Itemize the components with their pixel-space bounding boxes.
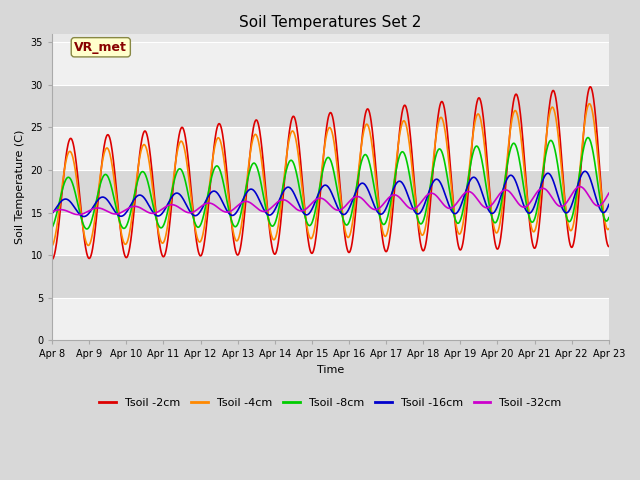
- Tsoil -8cm: [584, 135, 592, 141]
- Bar: [52, 85, 609, 128]
- Tsoil -32cm: [75, 212, 83, 217]
- Tsoil -2cm: [586, 84, 594, 90]
- Tsoil -4cm: [48, 243, 56, 249]
- Tsoil -2cm: [48, 256, 56, 262]
- Tsoil -16cm: [307, 209, 314, 215]
- Tsoil -2cm: [296, 150, 303, 156]
- Tsoil -8cm: [296, 190, 304, 195]
- Tsoil -4cm: [114, 206, 122, 212]
- Line: Tsoil -16cm: Tsoil -16cm: [52, 171, 609, 216]
- Tsoil -8cm: [48, 225, 56, 230]
- Tsoil -16cm: [92, 200, 99, 206]
- Tsoil -2cm: [306, 246, 314, 252]
- Tsoil -8cm: [115, 214, 122, 219]
- Tsoil -2cm: [605, 244, 612, 250]
- Tsoil -4cm: [284, 141, 292, 147]
- Tsoil -8cm: [365, 159, 373, 165]
- Tsoil -16cm: [365, 190, 373, 195]
- Tsoil -2cm: [284, 137, 292, 143]
- Tsoil -8cm: [92, 202, 99, 207]
- Tsoil -4cm: [586, 101, 593, 107]
- Line: Tsoil -2cm: Tsoil -2cm: [52, 87, 609, 259]
- Legend: Tsoil -2cm, Tsoil -4cm, Tsoil -8cm, Tsoil -16cm, Tsoil -32cm: Tsoil -2cm, Tsoil -4cm, Tsoil -8cm, Tsoi…: [95, 393, 566, 412]
- Tsoil -32cm: [296, 208, 304, 214]
- Bar: [52, 255, 609, 298]
- Tsoil -4cm: [92, 214, 99, 219]
- Y-axis label: Soil Temperature (C): Soil Temperature (C): [15, 130, 25, 244]
- Tsoil -32cm: [115, 211, 122, 216]
- Bar: [52, 298, 609, 340]
- Tsoil -32cm: [365, 204, 373, 209]
- Line: Tsoil -8cm: Tsoil -8cm: [52, 138, 609, 229]
- Tsoil -4cm: [365, 125, 372, 131]
- Bar: [52, 128, 609, 170]
- Line: Tsoil -4cm: Tsoil -4cm: [52, 104, 609, 246]
- Tsoil -4cm: [605, 226, 612, 232]
- Tsoil -16cm: [48, 211, 56, 216]
- Bar: [52, 170, 609, 213]
- X-axis label: Time: Time: [317, 365, 344, 375]
- Tsoil -8cm: [605, 215, 612, 220]
- Bar: [52, 42, 609, 85]
- Tsoil -32cm: [285, 199, 292, 205]
- Tsoil -2cm: [92, 227, 99, 232]
- Tsoil -16cm: [285, 184, 292, 190]
- Tsoil -8cm: [307, 223, 314, 228]
- Tsoil -16cm: [115, 212, 122, 218]
- Tsoil -32cm: [307, 202, 314, 208]
- Tsoil -16cm: [605, 202, 612, 207]
- Tsoil -8cm: [83, 226, 91, 232]
- Tsoil -16cm: [80, 214, 88, 219]
- Tsoil -32cm: [605, 190, 612, 196]
- Tsoil -4cm: [296, 165, 303, 170]
- Tsoil -16cm: [581, 168, 589, 174]
- Tsoil -16cm: [296, 204, 304, 210]
- Title: Soil Temperatures Set 2: Soil Temperatures Set 2: [239, 15, 422, 30]
- Tsoil -8cm: [285, 160, 292, 166]
- Tsoil -32cm: [576, 184, 584, 190]
- Line: Tsoil -32cm: Tsoil -32cm: [52, 187, 609, 215]
- Tsoil -2cm: [365, 108, 372, 113]
- Tsoil -4cm: [306, 235, 314, 240]
- Text: VR_met: VR_met: [74, 41, 127, 54]
- Tsoil -32cm: [48, 209, 56, 215]
- Tsoil -2cm: [114, 201, 122, 207]
- Tsoil -32cm: [92, 205, 99, 211]
- Bar: [52, 213, 609, 255]
